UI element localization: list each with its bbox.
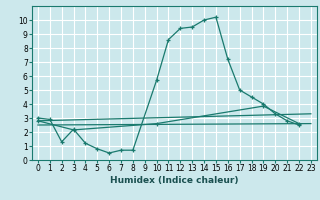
X-axis label: Humidex (Indice chaleur): Humidex (Indice chaleur)	[110, 176, 239, 185]
